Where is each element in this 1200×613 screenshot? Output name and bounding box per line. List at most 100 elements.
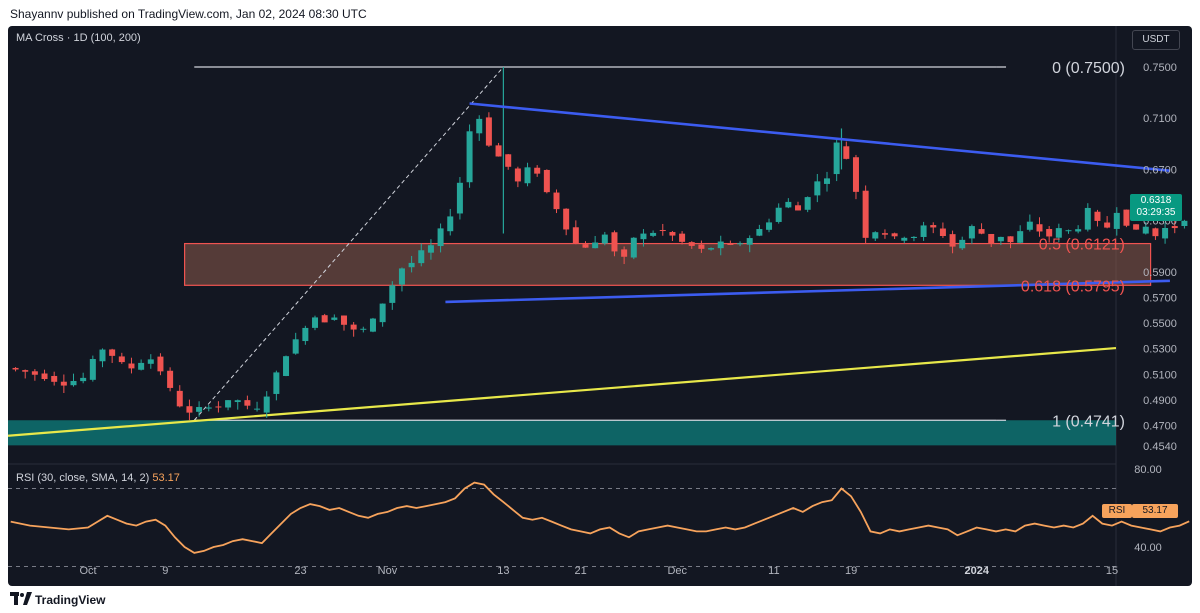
tradingview-logo-icon <box>10 592 32 605</box>
candle-body <box>485 117 492 146</box>
x-tick-label: 23 <box>294 565 306 577</box>
candle-body <box>804 197 811 210</box>
candle-body <box>524 167 531 184</box>
x-tick-label: 19 <box>845 565 857 577</box>
candle-body <box>505 154 512 167</box>
candle-body <box>630 237 637 258</box>
candle-body <box>727 243 734 245</box>
candle-body <box>1104 222 1111 228</box>
candle-body <box>12 367 19 370</box>
candle-body <box>1142 226 1149 234</box>
candle-body <box>1075 229 1082 232</box>
x-tick-label: Nov <box>378 565 398 577</box>
candle-body <box>263 396 270 413</box>
candle-body <box>1113 212 1120 229</box>
candle-body <box>60 381 67 386</box>
y-tick-label: 0.7100 <box>1143 113 1177 125</box>
candle-body <box>543 169 550 193</box>
currency-selector[interactable]: USDT <box>1132 30 1180 50</box>
candle-body <box>852 157 859 192</box>
candles-group <box>12 112 1188 421</box>
candle-body <box>1065 230 1072 232</box>
candle-body <box>321 315 328 323</box>
y-tick-label: 0.4900 <box>1143 395 1177 407</box>
candle-body <box>196 407 203 412</box>
candle-body <box>843 146 850 159</box>
candle-body <box>592 242 599 249</box>
candle-body <box>563 208 570 230</box>
candle-body <box>601 234 608 244</box>
candle-body <box>456 182 463 214</box>
candle-body <box>978 229 985 234</box>
candle-body <box>1007 236 1014 243</box>
candle-body <box>89 359 96 380</box>
rsi-tick-label: 40.00 <box>1134 542 1162 554</box>
candle-body <box>959 239 966 249</box>
candle-body <box>1026 221 1033 230</box>
candle-body <box>1055 228 1062 238</box>
candle-body <box>814 181 821 196</box>
candle-body <box>99 349 106 362</box>
candle-body <box>1162 228 1169 239</box>
publish-header: Shayannv published on TradingView.com, J… <box>0 0 1200 26</box>
candle-body <box>910 236 917 238</box>
candle-body <box>427 245 434 253</box>
candle-body <box>1152 228 1159 237</box>
fib-retracement-zone <box>184 242 1152 286</box>
candle-body <box>495 145 502 157</box>
chart-panel[interactable]: 0 (0.7500) 0.5 (0.6121) 0.618 (0.5795) 1 (0… <box>8 26 1192 586</box>
candle-body <box>466 131 473 183</box>
chart-canvas[interactable]: 0 (0.7500) 0.5 (0.6121) 0.618 (0.5795) 1 (0… <box>8 26 1192 586</box>
ascending-trendline <box>8 346 1117 437</box>
candle-body <box>572 227 579 244</box>
x-tick-label: Oct <box>79 565 96 577</box>
candle-body <box>1133 224 1140 230</box>
candle-body <box>205 407 212 409</box>
candle-body <box>949 234 956 247</box>
candle-body <box>128 363 135 369</box>
candle-body <box>340 315 347 325</box>
candle-body <box>70 380 77 386</box>
candle-body <box>186 406 193 413</box>
rsi-label[interactable]: RSI (30, close, SMA, 14, 2) 53.17 <box>16 472 180 484</box>
x-tick-label: Dec <box>667 565 687 577</box>
candle-body <box>138 362 145 370</box>
candle-body <box>302 327 309 342</box>
candle-body <box>872 232 879 239</box>
candle-body <box>862 190 869 238</box>
fib-level-label: 0.618 (0.5795) <box>1021 278 1125 295</box>
candle-body <box>147 359 154 364</box>
candle-body <box>369 318 376 332</box>
tradingview-brand[interactable]: TradingView <box>35 593 106 607</box>
candle-body <box>1094 211 1101 221</box>
candle-body <box>408 262 415 268</box>
candle-body <box>881 233 888 235</box>
candle-body <box>447 216 454 232</box>
candle-body <box>398 268 405 285</box>
candle-body <box>418 250 425 264</box>
candle-body <box>215 406 222 408</box>
y-tick-label: 0.6700 <box>1143 164 1177 176</box>
support-zone <box>8 420 1116 446</box>
x-tick-label: 11 <box>768 565 779 577</box>
candle-body <box>389 285 396 303</box>
y-tick-label: 0.5500 <box>1143 318 1177 330</box>
y-tick-label: 0.4540 <box>1143 441 1177 453</box>
candle-body <box>437 228 444 247</box>
candle-body <box>1017 231 1024 243</box>
candle-body <box>1084 207 1091 230</box>
candle-body <box>379 303 386 323</box>
candle-body <box>157 356 164 372</box>
candle-body <box>553 192 560 210</box>
indicator-label[interactable]: MA Cross · 1D (100, 200) <box>16 32 141 44</box>
candle-body <box>41 373 48 380</box>
footer: TradingView <box>0 586 1200 613</box>
candle-body <box>669 232 676 236</box>
candle-body <box>968 226 975 239</box>
candle-body <box>833 142 840 175</box>
candle-body <box>659 230 666 232</box>
candle-body <box>785 201 792 208</box>
candle-body <box>514 168 521 182</box>
candle-body <box>901 237 908 241</box>
rsi-tick-label: 80.00 <box>1134 464 1162 476</box>
